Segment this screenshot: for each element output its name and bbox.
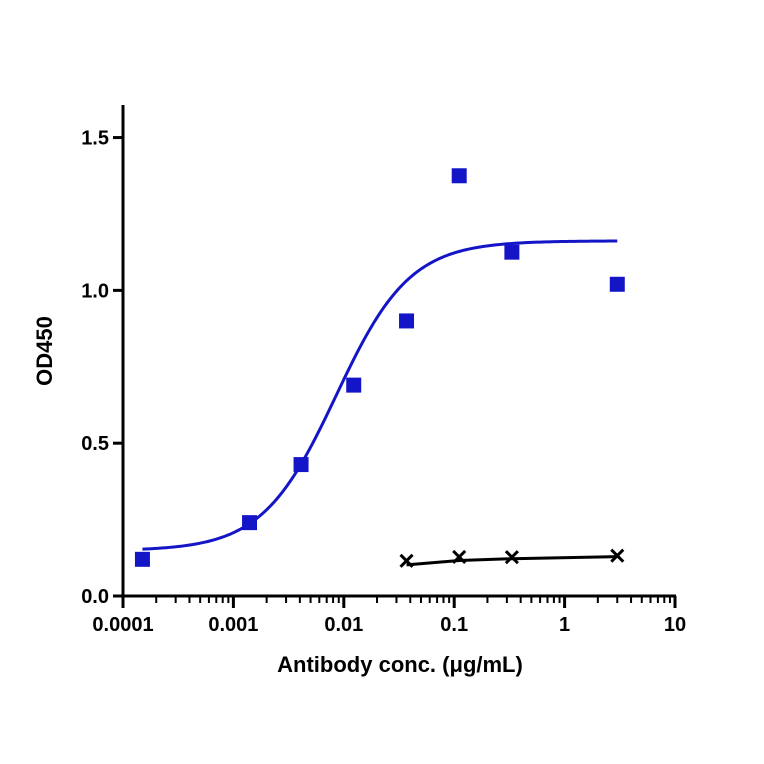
- data-point-series-1: [134, 551, 150, 567]
- data-points: [134, 168, 625, 568]
- data-point-series-1: [609, 276, 625, 292]
- y-tick-label: 1.0: [81, 280, 109, 302]
- data-point-series-2: [452, 549, 467, 564]
- y-tick-label: 1.5: [81, 128, 109, 150]
- data-point-series-2: [399, 553, 414, 568]
- data-point-series-2: [504, 550, 519, 565]
- y-axis-title: OD450: [32, 316, 57, 386]
- fit-curve-series-2: [406, 555, 618, 567]
- fit-curves: [142, 239, 618, 567]
- x-tick-label: 1: [559, 614, 570, 636]
- marker-stroke: [504, 550, 519, 565]
- x-tick-label: 0.01: [324, 614, 363, 636]
- axes: 0.0 0.5 1.0 1.5 0.0001 0.001 0.01 0.1 1 10: [81, 105, 686, 636]
- y-tick-label: 0.0: [81, 586, 109, 608]
- data-point-series-1: [293, 457, 309, 473]
- data-point-series-1: [451, 168, 467, 184]
- data-point-series-2: [610, 548, 625, 563]
- fit-curve-series-1: [142, 239, 618, 551]
- data-point-series-1: [346, 377, 362, 393]
- x-tick-label: 10: [664, 614, 686, 636]
- x-tick-label: 0.001: [208, 614, 258, 636]
- x-tick-label: 0.0001: [92, 614, 153, 636]
- x-axis-title: Antibody conc. (μg/mL): [277, 652, 523, 677]
- marker-stroke: [610, 548, 625, 563]
- marker-stroke: [452, 549, 467, 564]
- y-tick-label: 0.5: [81, 433, 109, 455]
- data-point-series-1: [399, 313, 415, 329]
- data-point-series-1: [242, 515, 258, 531]
- x-tick-label: 0.1: [440, 614, 468, 636]
- data-point-series-1: [504, 244, 520, 260]
- marker-stroke: [399, 553, 414, 568]
